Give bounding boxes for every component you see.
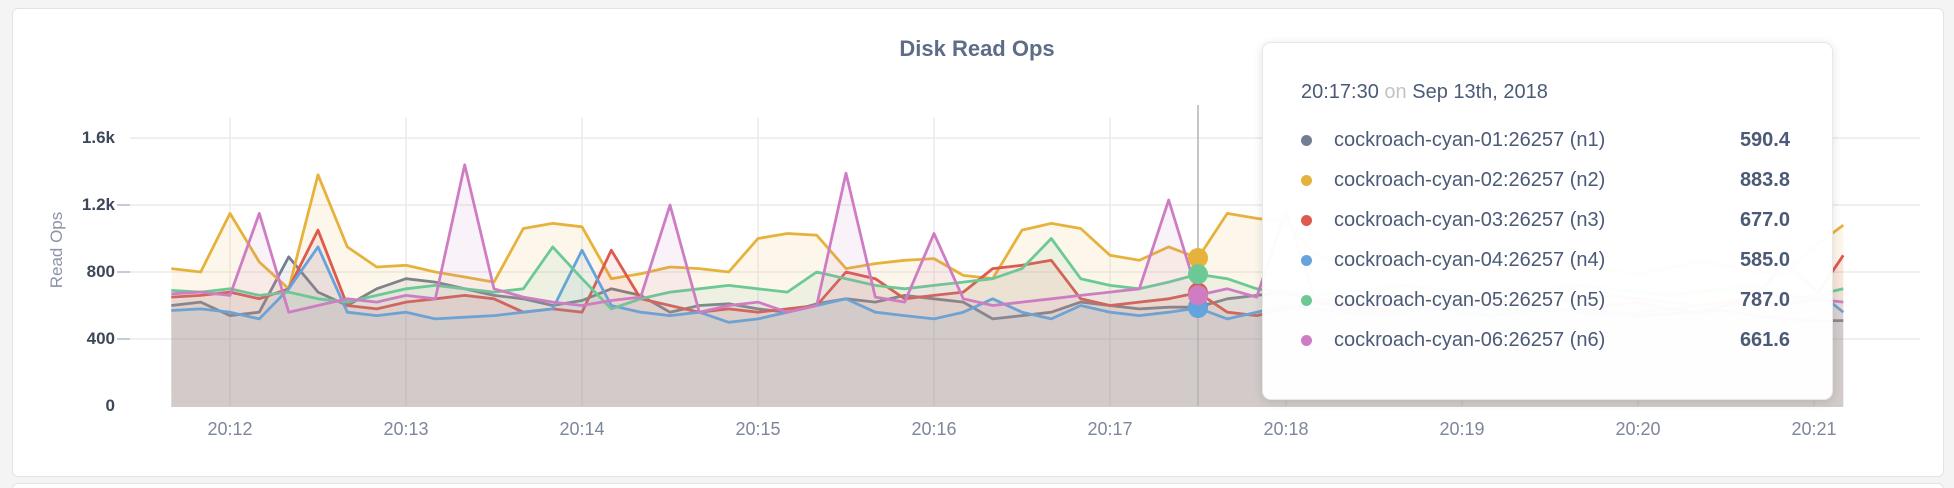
x-tick-label: 20:12 [207,419,253,439]
hover-tooltip: 20:17:30 on Sep 13th, 2018 cockroach-cya… [1262,42,1833,400]
tooltip-series-value: 677.0 [1739,208,1790,231]
hover-point-dot [1188,285,1208,306]
y-tick-label: 1.2k [81,195,115,214]
tooltip-series-row: cockroach-cyan-06:26257 (n6) 661.6 [1301,320,1790,360]
tooltip-series-name: cockroach-cyan-05:26257 (n5) [1334,288,1606,311]
x-tick-label: 20:17 [1087,419,1133,439]
x-tick-label: 20:21 [1791,419,1837,439]
tooltip-conjunction: on [1384,81,1407,103]
y-tick-label: 0 [105,396,115,415]
tooltip-date: Sep 13th, 2018 [1412,81,1548,103]
tooltip-series-value: 661.6 [1739,328,1790,351]
tooltip-series-value: 883.8 [1739,168,1790,191]
tooltip-series-name: cockroach-cyan-03:26257 (n3) [1334,208,1606,231]
tooltip-header: 20:17:30 on Sep 13th, 2018 [1301,81,1790,104]
series-color-dot-icon [1301,214,1312,226]
y-tick-label: 800 [86,262,115,281]
tooltip-series-name: cockroach-cyan-04:26257 (n4) [1334,248,1606,271]
y-tick-label: 1.6k [81,128,115,147]
x-tick-label: 20:13 [383,419,429,439]
hover-point-dot [1188,264,1208,285]
x-tick-label: 20:16 [911,419,957,439]
tooltip-series-value: 585.0 [1739,248,1790,271]
x-tick-label: 20:20 [1615,419,1661,439]
x-tick-label: 20:19 [1439,419,1485,439]
tooltip-series-row: cockroach-cyan-03:26257 (n3) 677.0 [1301,200,1790,240]
y-tick-label: 400 [86,329,115,348]
series-color-dot-icon [1301,294,1312,306]
hover-point-dot [1188,247,1208,268]
tooltip-series-value: 787.0 [1739,288,1790,311]
tooltip-time: 20:17:30 [1301,81,1379,103]
series-color-dot-icon [1301,254,1312,266]
tooltip-series-row: cockroach-cyan-02:26257 (n2) 883.8 [1301,160,1790,200]
tooltip-series-name: cockroach-cyan-02:26257 (n2) [1334,168,1606,191]
tooltip-series-row: cockroach-cyan-01:26257 (n1) 590.4 [1301,120,1790,160]
tooltip-series-name: cockroach-cyan-01:26257 (n1) [1334,128,1606,151]
tooltip-series-value: 590.4 [1739,128,1790,151]
tooltip-series-row: cockroach-cyan-05:26257 (n5) 787.0 [1301,280,1790,320]
chart-title: Disk Read Ops [899,36,1055,61]
x-tick-label: 20:18 [1263,419,1309,439]
x-tick-label: 20:15 [735,419,781,439]
x-tick-label: 20:14 [559,419,605,439]
tooltip-series-row: cockroach-cyan-04:26257 (n4) 585.0 [1301,240,1790,280]
series-color-dot-icon [1301,334,1312,346]
series-color-dot-icon [1301,174,1312,186]
tooltip-series-name: cockroach-cyan-06:26257 (n6) [1334,328,1606,351]
series-color-dot-icon [1301,134,1312,146]
